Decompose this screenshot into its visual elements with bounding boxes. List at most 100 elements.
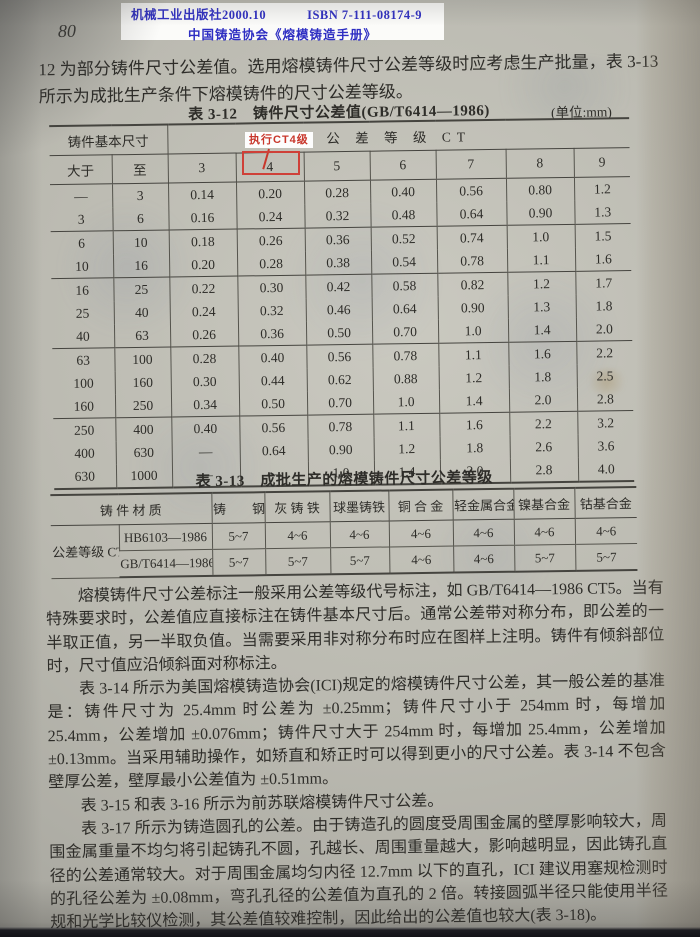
table-cell: 0.20 xyxy=(235,181,305,206)
table-cell: 0.78 xyxy=(307,414,374,439)
table-cell: 0.16 xyxy=(168,205,237,231)
table-cell: 0.64 xyxy=(239,438,308,463)
table-cell: 0.52 xyxy=(370,226,437,251)
table-cell: 1.6 xyxy=(574,247,632,272)
table-cell: 0.44 xyxy=(238,368,307,393)
table-cell: 4~6 xyxy=(453,545,515,573)
table-cell: 100 xyxy=(114,346,171,372)
stamp-series: 中国铸造协会《熔模铸造手册》 xyxy=(187,27,377,42)
table-cell: 5~7 xyxy=(265,547,331,576)
row-label-ct: 公差等级 CT xyxy=(50,524,120,579)
table-cell: 630 xyxy=(115,440,172,465)
column-header: 钴基合金 xyxy=(574,487,637,519)
table-cell: 2.6 xyxy=(509,434,578,459)
table-cell: 2.2 xyxy=(576,340,633,365)
page-number: 80 xyxy=(57,20,77,42)
table-cell: 3.2 xyxy=(577,410,634,435)
publisher-stamp: 机械工业出版社2000.10 ISBN 7-111-08174-9 中国铸造协会… xyxy=(121,3,444,42)
table-cell: 5~7 xyxy=(330,546,390,575)
table-cell: 3 xyxy=(112,183,169,208)
column-header: 灰 铸 铁 xyxy=(264,491,330,523)
table-cell: 6 xyxy=(112,206,169,231)
tolerance-table-3-12: 铸件基本尺寸 公 差 等 级 CT 大于 至 3 4 5 6 7 8 9 —3 0… xyxy=(49,117,635,490)
table-cell: 0.82 xyxy=(437,272,508,297)
table-cell: 0.24 xyxy=(169,299,238,324)
table-cell: 1.8 xyxy=(439,435,510,460)
table-cell: 1.8 xyxy=(508,364,577,389)
table-cell: 0.22 xyxy=(169,276,238,301)
column-header: 球墨铸铁 xyxy=(329,490,389,522)
table-cell: 5~7 xyxy=(575,543,638,571)
table-cell: 0.90 xyxy=(506,200,575,226)
table-cell: 0.78 xyxy=(372,343,439,368)
table-cell: 63 xyxy=(76,352,91,368)
column-header: 铸 钢 xyxy=(211,492,265,524)
table-cell: 4~6 xyxy=(452,519,515,547)
table-cell: 0.32 xyxy=(304,203,371,229)
ct4-annotation-label: 执行CT4级 xyxy=(245,132,313,148)
table-cell: 10 xyxy=(112,230,169,255)
standard-cell: GB/T6414—1986 xyxy=(119,549,213,578)
table-cell: 1.1 xyxy=(438,342,509,367)
table-cell: 1.8 xyxy=(575,294,632,318)
standard-cell: HB6103—1986 xyxy=(118,523,213,551)
table-cell: 1.0 xyxy=(372,389,440,415)
column-header-over: 大于 xyxy=(49,154,113,185)
table-cell: 1.4 xyxy=(507,317,577,343)
table-cell: 2.0 xyxy=(508,387,578,413)
table-cell: 0.48 xyxy=(370,202,437,228)
table-cell: 0.46 xyxy=(305,297,372,322)
table-cell: 400 xyxy=(74,445,95,461)
table-cell: 250 xyxy=(114,393,172,418)
table-cell: 25 xyxy=(113,277,170,302)
table-cell: 0.14 xyxy=(167,182,237,207)
table-cell: 100 xyxy=(73,375,94,391)
stamp-publisher: 机械工业出版社2000.10 xyxy=(131,8,267,22)
table-cell: 1.1 xyxy=(506,247,576,273)
table-cell: 6 xyxy=(78,235,86,251)
column-header: 镍基合金 xyxy=(513,487,575,520)
column-header-material: 铸 件 材 质 xyxy=(50,492,212,526)
table-cell: 0.74 xyxy=(436,225,507,250)
table-cell: 3.6 xyxy=(577,434,634,458)
column-header-grade: 9 xyxy=(573,147,630,178)
table-cell: — xyxy=(171,439,240,464)
table-cell: 2.2 xyxy=(509,411,578,436)
column-header-grade: 5 xyxy=(303,151,370,182)
table-cell: 0.54 xyxy=(370,249,438,275)
table-cell: 4~6 xyxy=(388,520,454,547)
table-cell: 160 xyxy=(52,394,116,419)
table-cell: 0.18 xyxy=(168,229,237,254)
table-cell: 1.7 xyxy=(575,270,632,295)
table-cell: 1.2 xyxy=(438,365,509,390)
table-cell: 1.2 xyxy=(507,271,576,296)
table-cell: 0.20 xyxy=(168,252,238,278)
table-cell: 1.2 xyxy=(373,436,440,461)
column-header-grade: 7 xyxy=(435,149,506,180)
table-cell: 160 xyxy=(114,370,171,395)
body-paragraph: 表 3-17 所示为铸造圆孔的公差。由于铸造孔的圆度受周围金属的壁厚影响较大，周… xyxy=(49,812,669,932)
table-cell: 0.56 xyxy=(239,415,308,440)
body-paragraph: 熔模铸件尺寸公差标注一般采用公差等级代号标注，如 GB/T6414—1986 C… xyxy=(45,579,665,676)
column-header-grade: 3 xyxy=(167,153,236,184)
table-cell: 1.5 xyxy=(574,223,631,248)
table-cell: 0.50 xyxy=(305,320,373,346)
table-cell: 0.40 xyxy=(171,416,240,441)
stamp-isbn: ISBN 7-111-08174-9 xyxy=(307,8,422,22)
table-cell: 0.70 xyxy=(306,390,374,416)
table-cell: 0.64 xyxy=(436,201,507,227)
table-cell: 1.0 xyxy=(506,224,575,249)
ct4-annotation-highlight-box xyxy=(242,151,300,175)
table-cell: 1.3 xyxy=(574,200,631,225)
table-cell: 0.28 xyxy=(236,251,306,277)
table-cell: 400 xyxy=(115,416,172,442)
table-cell: 0.38 xyxy=(304,250,372,276)
grade-table-3-13: 铸 件 材 质 铸 钢 灰 铸 铁 球墨铸铁 铜 合 金 轻金属合金 镍基合金 … xyxy=(50,486,638,579)
table-cell: 0.56 xyxy=(306,344,373,369)
table-cell: 0.56 xyxy=(435,178,507,203)
table-cell: 1.6 xyxy=(508,341,577,366)
table-cell: 0.30 xyxy=(170,369,239,394)
table-cell: 0.34 xyxy=(170,392,240,417)
